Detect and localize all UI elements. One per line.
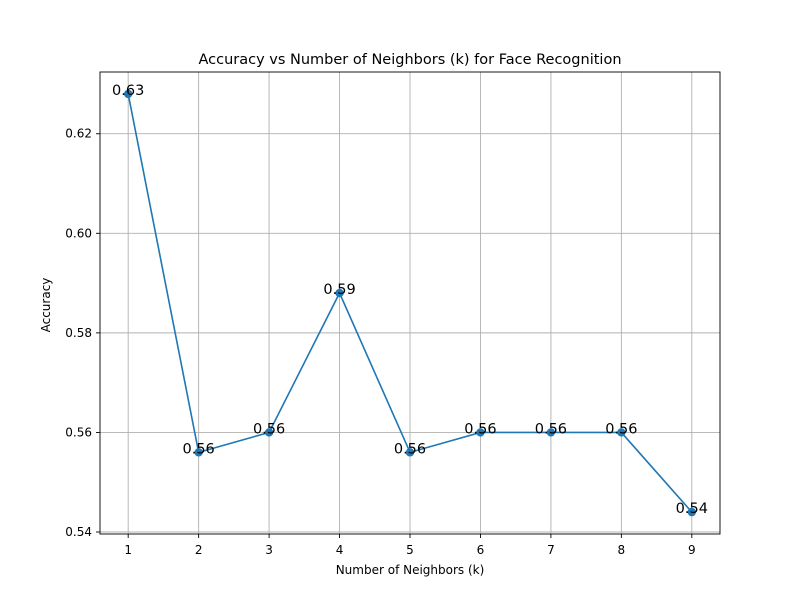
data-point	[617, 428, 626, 437]
data-point	[335, 288, 344, 298]
y-tick-label: 0.56	[65, 425, 92, 439]
x-tick-label: 4	[336, 543, 344, 557]
data-label: 0.56	[605, 421, 637, 437]
data-point	[123, 89, 133, 99]
y-tick-label: 0.62	[65, 127, 92, 141]
data-point	[476, 428, 485, 437]
data-label: 0.56	[182, 441, 214, 457]
data-labels: 0.63 0.56 0.56 0.59 0.56 0.56 0.56 0.56 0.54	[112, 83, 708, 517]
y-axis-label: Accuracy	[39, 278, 53, 333]
x-tick-label: 7	[547, 543, 555, 557]
x-tick-label: 5	[406, 543, 414, 557]
series-line-group	[123, 89, 697, 517]
data-label: 0.63	[112, 83, 144, 99]
y-axis: 0.54 0.56 0.58 0.60 0.62	[65, 127, 100, 539]
data-point	[194, 448, 203, 457]
x-tick-label: 8	[618, 543, 626, 557]
x-tick-label: 1	[124, 543, 132, 557]
x-tick-label: 6	[477, 543, 485, 557]
y-tick-label: 0.54	[65, 525, 92, 539]
data-label: 0.54	[676, 501, 708, 517]
chart-title: Accuracy vs Number of Neighbors (k) for …	[198, 52, 621, 68]
data-label: 0.56	[394, 441, 426, 457]
data-point	[546, 428, 556, 437]
x-tick-label: 2	[195, 543, 203, 557]
data-label: 0.59	[323, 282, 355, 298]
data-point	[687, 507, 697, 517]
x-tick-label: 3	[265, 543, 273, 557]
y-tick-label: 0.60	[65, 226, 92, 240]
data-label: 0.56	[253, 421, 285, 437]
data-point	[405, 448, 415, 457]
x-tick-label: 9	[688, 543, 696, 557]
data-label: 0.56	[535, 421, 567, 437]
x-axis: 1 2 3 4 5 6 7 8 9	[124, 534, 696, 557]
data-point	[264, 428, 274, 437]
data-label: 0.56	[464, 421, 496, 437]
x-axis-label: Number of Neighbors (k)	[336, 563, 485, 577]
y-tick-label: 0.58	[65, 326, 92, 340]
